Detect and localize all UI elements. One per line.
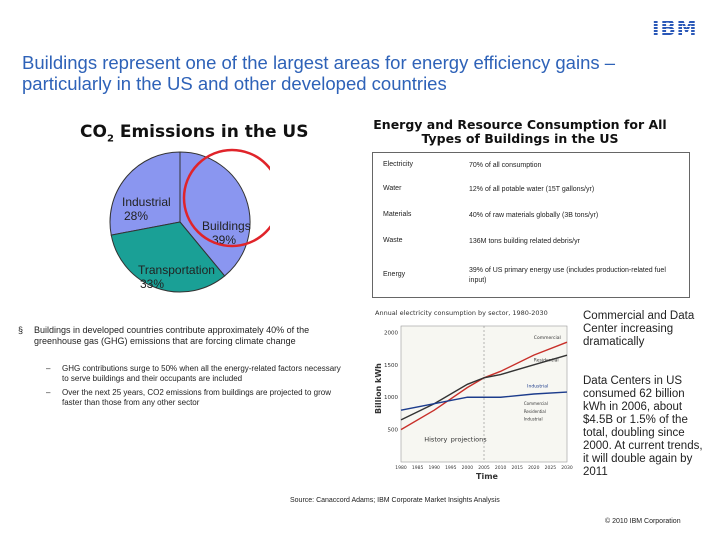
x-tick-label: 1995 [445, 465, 457, 471]
x-tick-label: 1980 [395, 465, 407, 471]
row-key: Electricity [383, 161, 413, 168]
x-tick-label: 2000 [462, 465, 474, 471]
pie-slice-transportation [110, 221, 226, 293]
x-axis-label: Time [476, 472, 499, 481]
pie-slice-industrial [109, 151, 181, 236]
x-tick-label: 1990 [428, 465, 440, 471]
row-key: Waste [383, 237, 403, 244]
pie-label: Transportation [138, 263, 215, 277]
y-tick-label: 1500 [384, 363, 398, 369]
row-value: 136M tons building related debris/yr [469, 238, 580, 245]
x-tick-label: 2015 [511, 465, 523, 471]
sub-bullet-text: GHG contributions surge to 50% when all … [62, 364, 341, 383]
source-note: Source: Canaccord Adams; IBM Corporate M… [290, 497, 500, 504]
chart-annotation: Residential [524, 409, 546, 414]
sub-bullet-text: Over the next 25 years, CO2 emissions fr… [62, 388, 332, 407]
pie-value-label: 33% [140, 277, 164, 291]
copyright: © 2010 IBM Corporation [605, 518, 681, 525]
y-tick-label: 2000 [384, 330, 398, 336]
side-note-commercial: Commercial and Data Center increasing dr… [583, 310, 695, 348]
chart-annotation: History [424, 435, 447, 443]
chart-annotation: Industrial [524, 417, 543, 422]
resource-table: Electricity 70% of all consumption Water… [372, 152, 690, 298]
sub-bullet-dash: – [46, 388, 51, 397]
y-tick-label: 1000 [384, 395, 398, 401]
series-line-industrial [400, 391, 568, 411]
bullet-marker: § [18, 325, 24, 335]
chart-annotation: projections [451, 435, 487, 443]
x-tick-label: 2005 [478, 465, 490, 471]
x-tick-label: 2030 [561, 465, 573, 471]
row-value: 39% of US primary energy use (includes p… [469, 267, 666, 284]
pie-label: Buildings [202, 219, 251, 233]
pie-value-label: 28% [124, 209, 148, 223]
row-key: Energy [383, 271, 406, 278]
pie-label: Industrial [122, 195, 171, 209]
row-key: Materials [383, 211, 412, 218]
side-note-data-centers: Data Centers in US consumed 62 billion k… [583, 375, 703, 478]
slide-title: Buildings represent one of the largest a… [22, 52, 616, 94]
row-value: 40% of raw materials globally (3B tons/y… [469, 212, 599, 219]
bullet-main: Buildings in developed countries contrib… [34, 325, 310, 346]
x-tick-label: 2020 [528, 465, 540, 471]
chart-annotation: Residential [534, 358, 559, 364]
electricity-line-chart: Annual electricity consumption by sector… [367, 304, 581, 484]
sub-bullet-dash: – [46, 364, 51, 373]
row-value: 12% of all potable water (15T gallons/yr… [469, 186, 595, 193]
x-tick-label: 2010 [495, 465, 507, 471]
chart-annotation: Industrial [527, 384, 548, 390]
x-tick-label: 1985 [412, 465, 424, 471]
highlight-circle [182, 148, 270, 248]
row-value: 70% of all consumption [469, 162, 542, 169]
co2-pie-chart: Industrial28%Buildings39%Transportation3… [109, 148, 270, 293]
co2-chart-title: CO2 Emissions in the US [80, 122, 309, 145]
row-key: Water [383, 185, 402, 192]
y-axis-label: Billion kWh [374, 363, 383, 414]
chart-annotation: Commercial [524, 401, 548, 406]
ibm-logo: IBM [652, 18, 700, 38]
chart-annotation: Commercial [534, 335, 561, 341]
resource-table-title: Energy and Resource Consumption for All … [373, 117, 667, 146]
y-tick-label: 500 [388, 428, 399, 434]
x-tick-label: 2025 [545, 465, 557, 471]
line-chart-title: Annual electricity consumption by sector… [375, 309, 548, 317]
